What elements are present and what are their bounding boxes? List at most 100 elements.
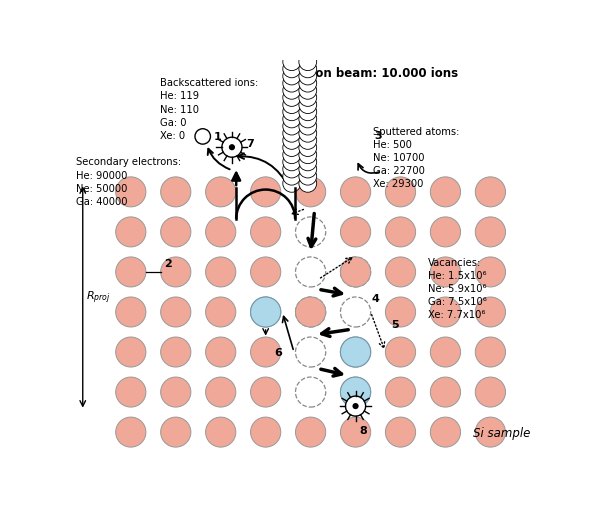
Circle shape: [283, 139, 301, 157]
Circle shape: [295, 377, 326, 407]
Circle shape: [475, 417, 506, 447]
Circle shape: [161, 217, 191, 247]
Circle shape: [475, 258, 506, 288]
Circle shape: [116, 258, 146, 288]
Circle shape: [161, 337, 191, 367]
Circle shape: [251, 297, 281, 327]
Circle shape: [295, 417, 326, 447]
Circle shape: [295, 297, 326, 327]
Text: 8: 8: [359, 426, 367, 436]
Circle shape: [251, 337, 281, 367]
Circle shape: [295, 258, 326, 288]
Circle shape: [340, 297, 371, 327]
Circle shape: [299, 139, 317, 157]
Circle shape: [340, 258, 371, 288]
Circle shape: [161, 377, 191, 407]
Circle shape: [430, 377, 461, 407]
Text: Secondary electrons:
He: 90000
Ne: 50000
Ga: 40000: Secondary electrons: He: 90000 Ne: 50000…: [76, 157, 181, 207]
Circle shape: [161, 178, 191, 208]
Circle shape: [206, 178, 236, 208]
Circle shape: [430, 258, 461, 288]
Circle shape: [299, 147, 317, 164]
Text: 7: 7: [246, 139, 254, 149]
Circle shape: [283, 68, 301, 86]
Circle shape: [251, 377, 281, 407]
Circle shape: [116, 217, 146, 247]
Text: Sputtered atoms:
He: 500
Ne: 10700
Ga: 22700
Xe: 29300: Sputtered atoms: He: 500 Ne: 10700 Ga: 2…: [373, 126, 460, 189]
Circle shape: [430, 417, 461, 447]
Circle shape: [283, 161, 301, 179]
Circle shape: [430, 337, 461, 367]
Circle shape: [283, 54, 301, 71]
Circle shape: [116, 297, 146, 327]
Circle shape: [385, 178, 416, 208]
Circle shape: [283, 154, 301, 172]
Circle shape: [283, 97, 301, 115]
Circle shape: [299, 75, 317, 93]
Circle shape: [283, 111, 301, 129]
Circle shape: [299, 154, 317, 172]
Circle shape: [251, 258, 281, 288]
Circle shape: [283, 104, 301, 122]
Circle shape: [299, 104, 317, 122]
Circle shape: [475, 297, 506, 327]
Text: 3: 3: [374, 131, 382, 140]
Circle shape: [283, 175, 301, 193]
Circle shape: [475, 337, 506, 367]
Circle shape: [116, 178, 146, 208]
Circle shape: [283, 118, 301, 136]
Circle shape: [251, 417, 281, 447]
Circle shape: [116, 377, 146, 407]
Circle shape: [299, 168, 317, 186]
Circle shape: [195, 129, 211, 145]
Text: $R_{proj}$: $R_{proj}$: [86, 289, 110, 305]
Circle shape: [299, 90, 317, 107]
Text: 5: 5: [392, 319, 399, 329]
Circle shape: [251, 217, 281, 247]
Circle shape: [340, 337, 371, 367]
Circle shape: [299, 132, 317, 150]
Circle shape: [229, 145, 235, 151]
Text: Ion beam: 10.000 ions: Ion beam: 10.000 ions: [311, 67, 458, 80]
Circle shape: [206, 377, 236, 407]
Circle shape: [475, 217, 506, 247]
Circle shape: [340, 178, 371, 208]
Circle shape: [251, 297, 281, 327]
Text: Si sample: Si sample: [473, 426, 531, 439]
Circle shape: [340, 417, 371, 447]
Circle shape: [385, 337, 416, 367]
Circle shape: [340, 377, 371, 407]
Circle shape: [283, 82, 301, 100]
Circle shape: [206, 258, 236, 288]
Circle shape: [206, 217, 236, 247]
Circle shape: [222, 138, 242, 158]
Circle shape: [299, 61, 317, 78]
Circle shape: [430, 297, 461, 327]
Circle shape: [283, 90, 301, 107]
Circle shape: [161, 297, 191, 327]
Circle shape: [299, 68, 317, 86]
Circle shape: [340, 337, 371, 367]
Circle shape: [116, 337, 146, 367]
Text: Backscattered ions:
He: 119
Ne: 110
Ga: 0
Xe: 0: Backscattered ions: He: 119 Ne: 110 Ga: …: [160, 78, 259, 140]
Circle shape: [116, 417, 146, 447]
Circle shape: [299, 111, 317, 129]
Circle shape: [340, 217, 371, 247]
Text: 1: 1: [214, 132, 221, 142]
Circle shape: [206, 417, 236, 447]
Circle shape: [299, 54, 317, 71]
Circle shape: [295, 178, 326, 208]
Text: 2: 2: [164, 258, 172, 268]
Circle shape: [352, 403, 359, 409]
Circle shape: [283, 61, 301, 78]
Circle shape: [299, 161, 317, 179]
Circle shape: [161, 417, 191, 447]
Circle shape: [385, 417, 416, 447]
Circle shape: [299, 82, 317, 100]
Circle shape: [385, 297, 416, 327]
Circle shape: [475, 178, 506, 208]
Circle shape: [340, 377, 371, 407]
Circle shape: [299, 125, 317, 143]
Circle shape: [283, 125, 301, 143]
Circle shape: [385, 377, 416, 407]
